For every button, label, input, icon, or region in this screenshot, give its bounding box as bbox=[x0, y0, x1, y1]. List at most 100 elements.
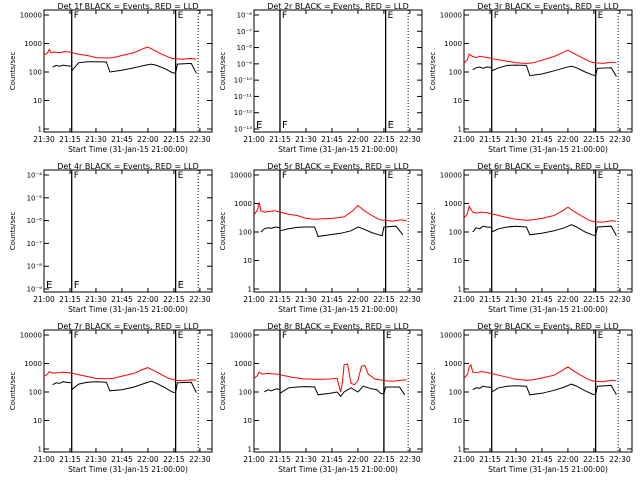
x-axis-label: Start Time (31-Jan-15 21:00:00) bbox=[68, 305, 188, 314]
y-tick-label: 100 bbox=[29, 389, 42, 397]
x-tick-label: 22:00 bbox=[347, 455, 369, 464]
y-axis-label: Counts/sec bbox=[429, 52, 437, 91]
x-tick-label: 22:15 bbox=[373, 455, 395, 464]
y-tick-label: 10⁻⁸ bbox=[27, 263, 43, 271]
marker-label: E bbox=[598, 331, 604, 341]
x-tick-label: 21:30 bbox=[295, 135, 317, 144]
x-tick-label: 22:30 bbox=[189, 455, 211, 464]
y-tick-label: 10 bbox=[243, 417, 252, 425]
y-tick-label: 10000 bbox=[230, 332, 252, 340]
x-tick-label: 21:45 bbox=[111, 295, 133, 304]
marker-label: E bbox=[388, 171, 394, 181]
y-tick-label: 1000 bbox=[24, 40, 42, 48]
events-series-line bbox=[264, 385, 406, 398]
x-axis-label: Start Time (31-Jan-15 21:00:00) bbox=[68, 145, 188, 154]
y-tick-label: 10⁻¹¹ bbox=[234, 93, 252, 101]
y-axis-label: Counts/sec bbox=[219, 52, 227, 91]
marker-label: F bbox=[282, 331, 287, 341]
chart-panel: Det 2r BLACK = Events, RED = LLD Counts/s… bbox=[219, 2, 423, 154]
x-tick-label: 22:00 bbox=[137, 135, 159, 144]
marker-label: E bbox=[598, 11, 604, 21]
y-tick-label: 100 bbox=[449, 229, 462, 237]
y-axis-label: Counts/sec bbox=[219, 372, 227, 411]
y-tick-label: 10⁻¹⁰ bbox=[234, 77, 252, 85]
chart-panel: Det 5r BLACK = Events, RED = LLD Counts/s… bbox=[219, 162, 423, 314]
y-tick-label: 10⁻¹³ bbox=[234, 126, 252, 134]
y-tick-label: 10000 bbox=[20, 12, 42, 20]
y-tick-label: 1 bbox=[38, 126, 42, 134]
x-axis-label: Start Time (31-Jan-15 21:00:00) bbox=[488, 145, 608, 154]
x-tick-label: 22:30 bbox=[399, 455, 421, 464]
marker-label: E bbox=[388, 11, 394, 21]
chart-panel: Det 3r BLACK = Events, RED = LLD Counts/s… bbox=[429, 2, 633, 154]
lld-series-line bbox=[463, 49, 617, 64]
marker-label: E bbox=[178, 11, 184, 21]
y-tick-label: 10⁻⁷ bbox=[237, 28, 253, 36]
corner-letter: E bbox=[178, 280, 184, 291]
chart-panel: Det 8r BLACK = Events, RED = LLD Counts/s… bbox=[219, 322, 423, 474]
y-tick-label: 1000 bbox=[234, 360, 252, 368]
x-tick-label: 22:30 bbox=[609, 295, 631, 304]
x-tick-label: 21:45 bbox=[111, 455, 133, 464]
x-tick-label: 22:00 bbox=[347, 295, 369, 304]
marker-label: E bbox=[386, 331, 392, 341]
y-axis-label: Counts/sec bbox=[9, 52, 17, 91]
x-tick-label: 22:30 bbox=[399, 135, 421, 144]
x-tick-label: 21:15 bbox=[59, 455, 81, 464]
y-tick-label: 10000 bbox=[230, 172, 252, 180]
y-tick-label: 10 bbox=[243, 257, 252, 265]
x-tick-label: 21:45 bbox=[111, 135, 133, 144]
chart-panel: Det 6r BLACK = Events, RED = LLD Counts/s… bbox=[429, 162, 633, 314]
plot-frame bbox=[43, 329, 213, 453]
x-tick-label: 21:00 bbox=[33, 295, 55, 304]
marker-label: F bbox=[494, 11, 499, 21]
x-tick-label: 22:15 bbox=[163, 135, 185, 144]
x-tick-label: 21:00 bbox=[453, 455, 475, 464]
y-tick-label: 1 bbox=[458, 286, 462, 294]
x-tick-label: 21:15 bbox=[479, 295, 501, 304]
chart-title: Det 3r BLACK = Events, RED = LLD bbox=[477, 2, 619, 11]
plot-frame bbox=[253, 9, 423, 133]
x-tick-label: 22:15 bbox=[583, 295, 605, 304]
plot-frame bbox=[43, 9, 213, 133]
y-tick-label: 10000 bbox=[440, 332, 462, 340]
y-tick-label: 1000 bbox=[24, 360, 42, 368]
y-tick-label: 100 bbox=[449, 389, 462, 397]
x-axis-label: Start Time (31-Jan-15 21:00:00) bbox=[68, 465, 188, 474]
marker-label: F bbox=[494, 171, 499, 181]
y-tick-label: 10000 bbox=[440, 12, 462, 20]
x-axis-label: Start Time (31-Jan-15 21:00:00) bbox=[278, 145, 398, 154]
y-tick-label: 1000 bbox=[444, 360, 462, 368]
x-tick-label: 22:30 bbox=[609, 135, 631, 144]
x-axis-label: Start Time (31-Jan-15 21:00:00) bbox=[488, 465, 608, 474]
chart-panel: Det 4r BLACK = Events, RED = LLD Counts/s… bbox=[9, 162, 213, 314]
y-tick-label: 10⁻¹² bbox=[234, 109, 252, 117]
x-tick-label: 21:00 bbox=[453, 295, 475, 304]
x-tick-label: 21:00 bbox=[453, 135, 475, 144]
y-tick-label: 10⁻⁹ bbox=[27, 286, 43, 294]
x-tick-label: 21:30 bbox=[85, 135, 107, 144]
x-tick-label: 21:00 bbox=[243, 135, 265, 144]
x-tick-label: 21:00 bbox=[243, 295, 265, 304]
y-tick-label: 1000 bbox=[444, 40, 462, 48]
x-tick-label: 22:15 bbox=[373, 295, 395, 304]
marker-label: F bbox=[282, 171, 287, 181]
y-tick-label: 1 bbox=[38, 446, 42, 454]
x-axis-label: Start Time (31-Jan-15 21:00:00) bbox=[278, 305, 398, 314]
x-tick-label: 21:15 bbox=[59, 295, 81, 304]
plot-frame bbox=[253, 329, 423, 453]
x-tick-label: 21:45 bbox=[321, 455, 343, 464]
events-series-line bbox=[52, 61, 197, 74]
marker-label: F bbox=[494, 331, 499, 341]
corner-letter: F bbox=[282, 120, 288, 131]
marker-label: F bbox=[74, 11, 79, 21]
x-tick-label: 22:00 bbox=[137, 295, 159, 304]
x-tick-label: 22:15 bbox=[583, 135, 605, 144]
lld-series-line bbox=[253, 363, 407, 393]
marker-label: E bbox=[598, 171, 604, 181]
chart-title: Det 8r BLACK = Events, RED = LLD bbox=[267, 322, 409, 331]
y-tick-label: 1000 bbox=[234, 200, 252, 208]
chart-title: Det 4r BLACK = Events, RED = LLD bbox=[57, 162, 199, 171]
